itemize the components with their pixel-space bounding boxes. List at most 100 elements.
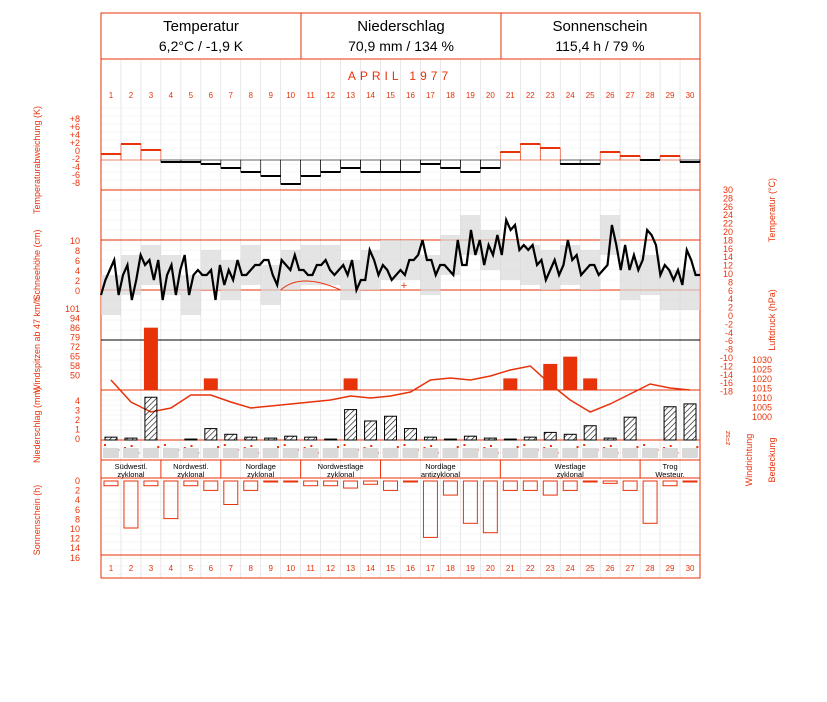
precip-bar [124,437,138,441]
day-label-top: 6 [209,91,214,100]
sunshine-bar [263,480,279,483]
tick-sunshine: 0 [75,476,80,486]
tick-snow: 6 [75,256,80,266]
day-label-bottom: 15 [386,564,395,573]
day-label-top: 18 [446,91,455,100]
precip-bar [443,438,457,441]
anomaly-bar [360,159,381,173]
day-label-bottom: 3 [149,564,154,573]
wind-dir-dot [430,445,433,447]
cloud-cover-shade [362,448,379,458]
wind-dir-dot [163,444,166,446]
cloud-cover-shade [103,448,119,458]
wind-dir-dot [516,446,519,448]
sunshine-bar [403,480,418,483]
precip-bar [563,433,577,441]
tick-anomaly: +2 [70,138,80,148]
tick-temperature: 2 [728,303,733,313]
axis-label-temperature: Temperatur (°C) [767,178,777,242]
sunshine-bar [482,480,498,534]
precip-bar [144,396,158,441]
sunshine-bar [442,480,458,496]
tick-wind: 50 [70,371,80,381]
sunshine-bar [522,480,538,491]
temp-range-shade [300,245,321,285]
sunshine-bar [682,480,698,483]
wind-dir-dot [396,446,399,448]
tick-precip: 3 [75,406,80,416]
temp-range-shade [420,255,441,295]
tick-temperature: 20 [723,227,733,237]
cloud-cover-shade [142,448,159,458]
wind-dir-dot [157,446,160,448]
tick-temperature: 16 [723,244,733,254]
tick-sunshine: 2 [75,486,80,496]
tick-precip: 2 [75,415,80,425]
temp-range-shade [101,275,121,315]
sunshine-bar [582,480,598,483]
day-label-top: 1 [109,91,114,100]
tick-snow: 10 [70,236,80,246]
tick-anomaly: +6 [70,122,80,132]
axis-label-wind-small: z=sz [725,430,732,445]
tick-temperature: 26 [723,202,733,212]
weather-type-label: zyklonal [327,470,354,479]
anomaly-bar [260,159,282,177]
day-label-top: 27 [626,91,635,100]
day-label-top: 23 [546,91,555,100]
month-title: APRIL 1977 [348,69,452,83]
tick-wind: 72 [70,342,80,352]
day-label-top: 2 [129,91,134,100]
tick-sunshine: 6 [75,505,80,515]
day-label-top: 28 [646,91,655,100]
precip-bar [184,438,198,441]
day-label-top: 7 [229,91,234,100]
axis-label-snow: Schneehöhe (cm) [32,229,42,300]
day-label-bottom: 20 [486,564,495,573]
wind-dir-dot [277,446,280,448]
tick-anomaly: -6 [72,170,80,180]
cloud-cover-shade [122,448,139,458]
anomaly-bar [380,159,401,173]
precip-bar [324,438,338,441]
wind-dir-dot [310,445,313,447]
sunshine-bar [243,480,259,491]
tick-anomaly: +8 [70,114,80,124]
tick-wind: 101 [65,304,80,314]
snow-depth-curve [280,280,341,291]
weather-type-label: Nordwestl. [173,462,208,471]
precip-bar [244,436,258,441]
header-temperature-title: Temperatur [163,18,239,35]
sunshine-bar [223,480,239,505]
snow-marker: + [401,280,407,292]
tick-anomaly: +4 [70,130,80,140]
sunshine-bar [542,480,558,496]
tick-wind: 58 [70,361,80,371]
day-label-bottom: 12 [326,564,335,573]
sunshine-bar [143,480,159,487]
tick-temperature: 18 [723,235,733,245]
wind-dir-dot [456,446,459,448]
cloud-cover-shade [642,448,659,458]
day-label-top: 19 [466,91,475,100]
wind-dir-dot [609,445,612,447]
temp-range-shade [680,270,700,310]
sunshine-bar [562,480,578,491]
weather-type-label: Westeur. [655,470,684,479]
day-label-bottom: 19 [466,564,475,573]
temp-range-shade [640,255,661,295]
sunshine-bar [203,480,219,491]
wind-gust-bar [143,327,158,390]
day-label-bottom: 5 [189,564,194,573]
header-sunshine-value: 115,4 h / 79 % [555,38,645,54]
cloud-cover-shade [602,448,619,458]
wind-dir-dot [549,445,552,447]
weather-type-label: Nordlage [246,462,276,471]
day-label-bottom: 2 [129,564,134,573]
temp-range-shade [320,245,341,285]
axis-label-wind: Windrichtung [744,434,754,487]
sunshine-bar [642,480,658,524]
precip-bar [304,436,318,441]
day-label-bottom: 29 [666,564,675,573]
day-label-top: 21 [506,91,515,100]
